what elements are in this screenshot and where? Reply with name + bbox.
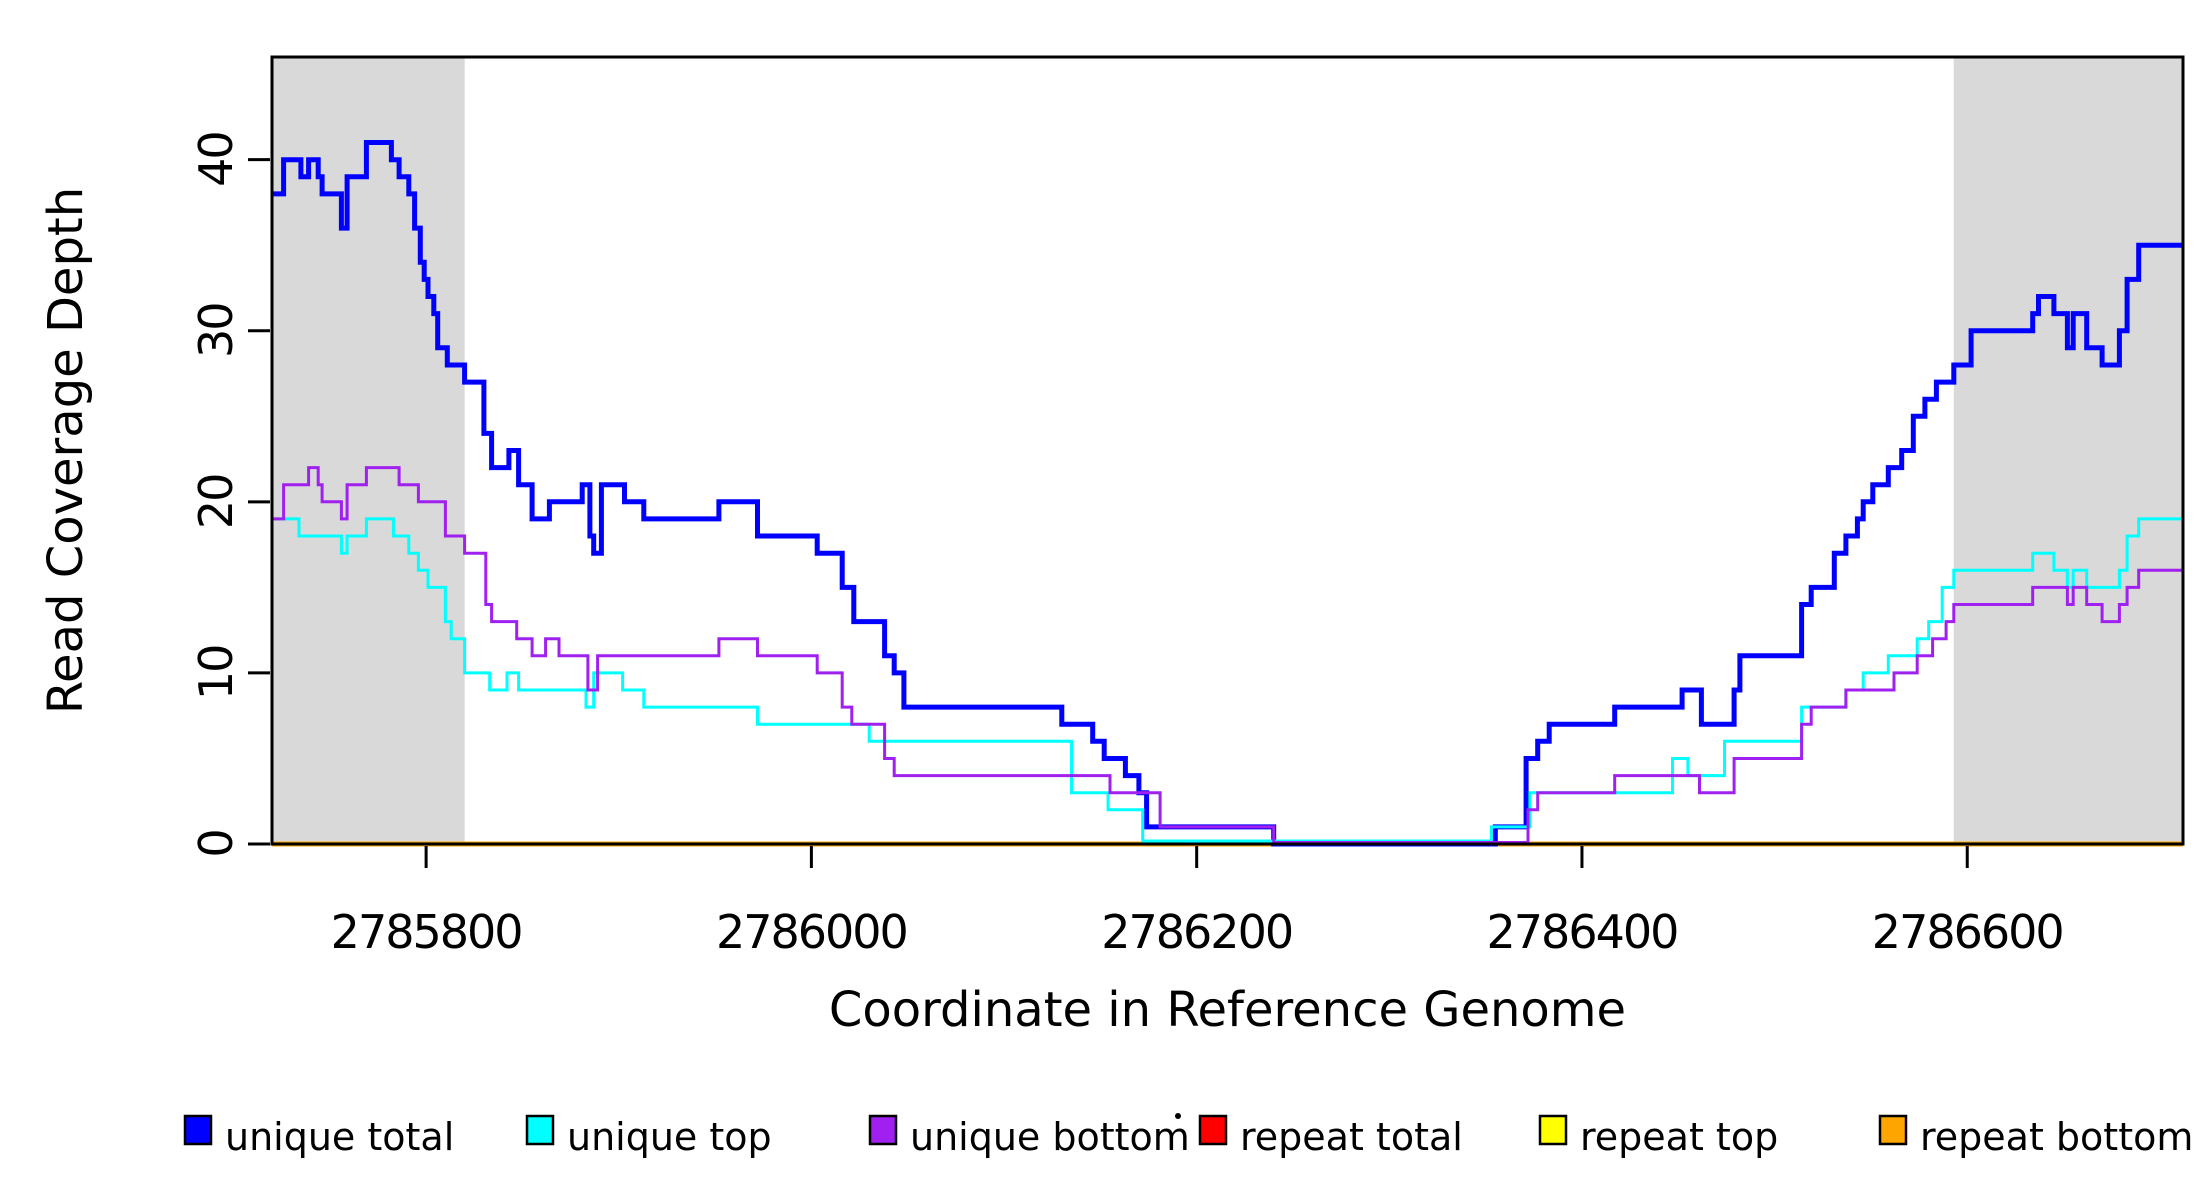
legend-item-unique-bottom: unique bottom: [868, 1114, 1190, 1159]
right-repeat-region: [1953, 57, 2183, 844]
legend-swatch-repeat-total: [1198, 1114, 1228, 1146]
legend-label: repeat bottom: [1920, 1115, 2193, 1159]
x-tick-label: 2785800: [331, 905, 522, 959]
legend-item-unique-top: unique top: [525, 1114, 772, 1159]
y-tick-label: 10: [189, 646, 243, 701]
y-tick-label: 30: [189, 303, 243, 358]
legend-swatch-repeat-top: [1538, 1114, 1568, 1146]
legend-item-repeat-bottom: repeat bottom: [1878, 1114, 2193, 1159]
y-tick-label: 20: [189, 475, 243, 530]
legend-swatch-unique-bottom: [868, 1114, 898, 1146]
legend-swatch-unique-total: [183, 1114, 213, 1146]
x-tick-label: 2786000: [716, 905, 907, 959]
plot-frame-layer: [270, 55, 2185, 846]
legend-label: repeat total: [1240, 1115, 1463, 1159]
x-tick-label: 2786400: [1487, 905, 1678, 959]
left-repeat-region: [272, 57, 465, 844]
x-axis-ticks: 2785800 2786000 2786200 2786400 2786600: [331, 846, 2065, 959]
legend-label: unique bottom: [910, 1115, 1190, 1159]
x-tick-label: 2786200: [1101, 905, 1292, 959]
legend-item-unique-total: unique total: [183, 1114, 454, 1159]
legend-item-repeat-top: repeat top: [1538, 1114, 1778, 1159]
y-axis-title: Read Coverage Depth: [38, 187, 94, 714]
x-axis-title: Coordinate in Reference Genome: [829, 982, 1626, 1038]
legend-label: unique total: [225, 1115, 454, 1159]
series-layer: [272, 140, 2183, 847]
legend-label: repeat top: [1580, 1115, 1778, 1159]
plot-border: [270, 55, 2185, 846]
series-line-unique-bottom: [272, 466, 2183, 844]
stray-mark: [1175, 1113, 1181, 1119]
legend-swatch-repeat-bottom: [1878, 1114, 1908, 1146]
series-line-unique-top: [272, 517, 2183, 843]
series-line-unique-total: [272, 140, 2183, 847]
legend-swatch-unique-top: [525, 1114, 555, 1146]
y-axis-ticks: 0 10 20 30 40: [189, 132, 270, 858]
legend: unique total unique top unique bottom repea…: [183, 1114, 2193, 1159]
shaded-regions-layer: [272, 57, 2183, 844]
x-tick-label: 2786600: [1872, 905, 2063, 959]
y-tick-label: 0: [189, 830, 243, 857]
y-tick-label: 40: [189, 132, 243, 187]
legend-item-repeat-total: repeat total: [1198, 1114, 1463, 1159]
legend-label: unique top: [567, 1115, 772, 1159]
